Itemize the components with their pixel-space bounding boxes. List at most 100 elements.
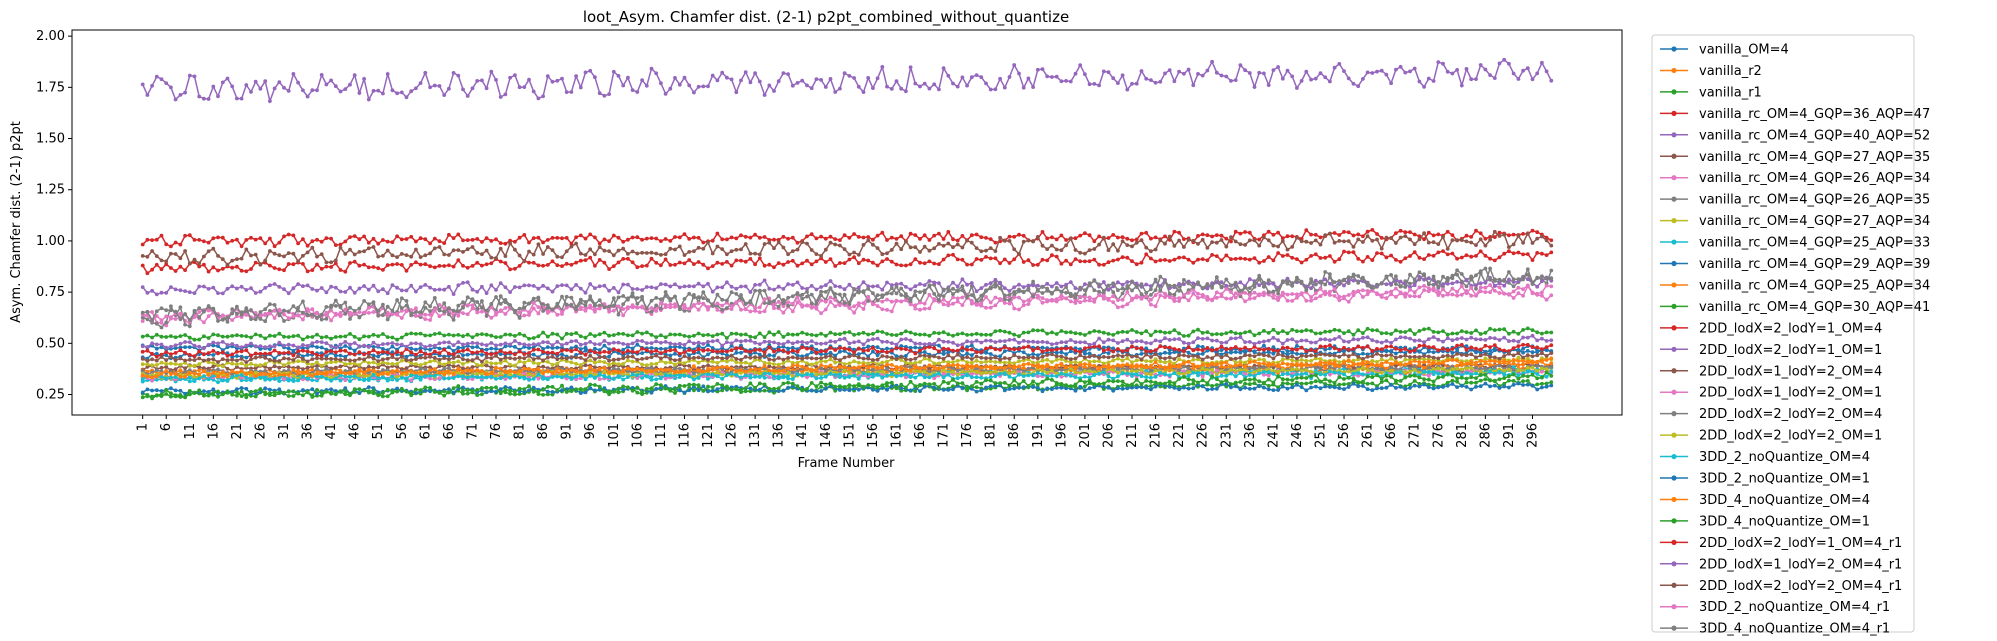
data-point	[1002, 286, 1007, 290]
data-point	[230, 352, 235, 357]
data-point	[602, 360, 607, 364]
data-point	[1026, 330, 1031, 335]
data-point	[1384, 296, 1389, 301]
data-point	[974, 257, 979, 261]
data-point	[1092, 288, 1097, 293]
data-point	[1441, 282, 1445, 286]
data-point	[249, 361, 253, 366]
data-point	[517, 316, 522, 320]
data-point	[508, 75, 512, 80]
data-point	[1328, 353, 1332, 358]
data-point	[875, 353, 880, 358]
data-point	[329, 357, 333, 361]
data-point	[1488, 290, 1492, 295]
data-point	[362, 77, 366, 81]
data-point	[635, 342, 640, 347]
data-point	[1172, 347, 1177, 351]
data-point	[602, 349, 607, 354]
data-point	[1120, 291, 1125, 296]
data-point	[527, 77, 531, 82]
data-point	[1087, 82, 1092, 87]
data-point	[1224, 347, 1229, 352]
data-point	[1130, 328, 1134, 332]
data-point	[894, 357, 899, 362]
data-point	[1210, 253, 1214, 257]
data-point	[1304, 354, 1309, 359]
data-point	[437, 331, 442, 336]
data-point	[390, 283, 395, 287]
data-point	[154, 346, 159, 351]
data-point	[786, 332, 790, 337]
data-point	[456, 258, 461, 263]
data-point	[1083, 346, 1087, 351]
data-point	[164, 350, 169, 354]
data-point	[725, 306, 729, 310]
data-point	[140, 362, 145, 367]
data-point	[1276, 352, 1280, 357]
data-point	[1002, 345, 1007, 349]
data-point	[202, 352, 206, 357]
data-point	[1332, 353, 1337, 358]
data-point	[673, 358, 677, 363]
data-point	[1158, 293, 1163, 298]
data-point	[1111, 258, 1116, 263]
data-point	[1361, 259, 1365, 264]
data-point	[536, 376, 541, 381]
data-point	[706, 266, 710, 271]
data-point	[550, 346, 555, 350]
data-point	[282, 356, 286, 361]
data-point	[1540, 293, 1544, 298]
data-point	[1332, 360, 1337, 365]
data-point	[362, 367, 366, 371]
data-point	[772, 306, 776, 311]
data-point	[333, 365, 338, 370]
data-point	[1149, 256, 1153, 261]
data-point	[272, 334, 277, 338]
data-point	[1238, 355, 1243, 360]
data-point	[1243, 345, 1247, 350]
data-point	[1304, 328, 1309, 332]
data-point	[1247, 277, 1252, 282]
data-point	[1365, 326, 1370, 331]
data-point	[456, 283, 461, 288]
data-point	[649, 355, 654, 360]
data-point	[329, 78, 333, 83]
data-point	[418, 355, 423, 360]
data-point	[847, 347, 852, 352]
data-point	[1134, 358, 1139, 363]
data-point	[1059, 329, 1064, 333]
data-point	[922, 353, 927, 358]
data-point	[470, 335, 475, 340]
data-point	[1445, 348, 1450, 353]
data-point	[1394, 67, 1398, 72]
data-point	[969, 75, 974, 80]
data-point	[211, 361, 216, 365]
data-point	[442, 264, 447, 268]
data-point	[1502, 381, 1507, 386]
data-point	[428, 285, 432, 290]
data-point	[545, 263, 550, 267]
data-point	[315, 356, 319, 361]
data-point	[871, 284, 875, 289]
data-point	[1483, 330, 1488, 335]
data-point	[1196, 347, 1200, 352]
data-point	[1262, 259, 1266, 263]
data-point	[1323, 277, 1328, 282]
data-point	[630, 260, 635, 265]
data-point	[659, 333, 663, 338]
data-point	[739, 346, 743, 351]
data-point	[286, 346, 291, 351]
data-point	[1040, 349, 1045, 354]
data-point	[668, 348, 673, 353]
data-point	[1139, 346, 1144, 350]
data-point	[268, 263, 272, 268]
data-point	[1304, 381, 1309, 386]
data-point	[418, 346, 423, 350]
data-point	[1356, 84, 1361, 89]
data-point	[513, 363, 517, 368]
data-point	[1101, 262, 1106, 267]
data-point	[480, 332, 484, 336]
data-point	[1139, 357, 1144, 362]
data-point	[1398, 348, 1403, 352]
data-point	[154, 358, 159, 363]
